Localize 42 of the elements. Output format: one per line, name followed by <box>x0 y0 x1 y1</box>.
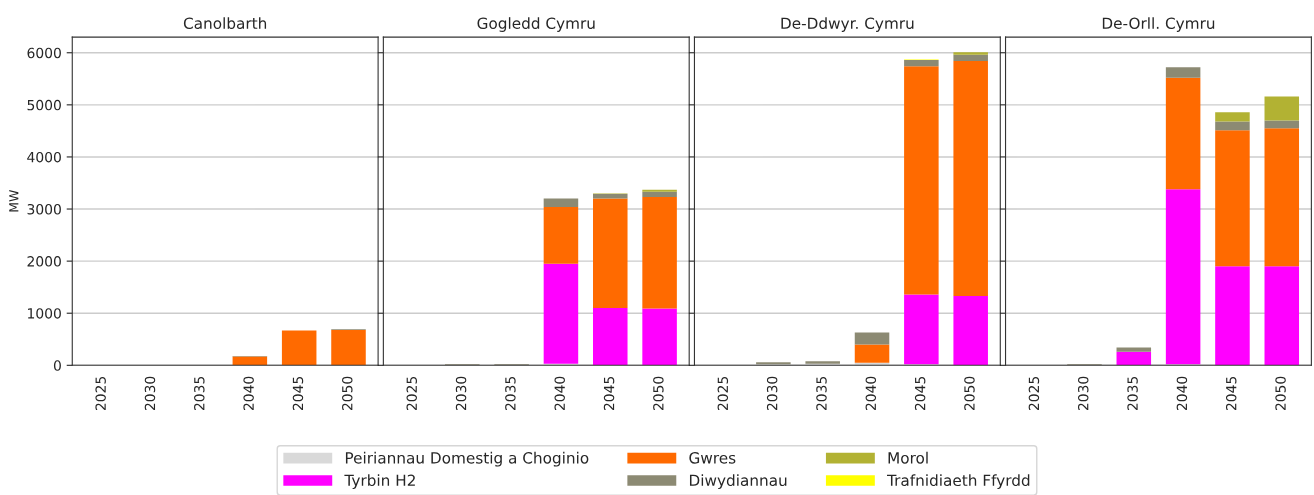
y-tick-label: 4000 <box>27 151 61 163</box>
legend-label: Peiriannau Domestig a Choginio <box>345 451 589 467</box>
legend-label: Gwres <box>689 452 736 464</box>
x-tick-label: 2025 <box>406 376 417 411</box>
chart-title: De-Orll. Cymru <box>1102 17 1215 32</box>
legend-label: Trafnidiaeth Ffyrdd <box>887 474 1030 490</box>
chart-title: Canolbarth <box>183 17 267 30</box>
x-tick-label: 2045 <box>914 376 926 411</box>
x-tick-label: 2050 <box>1275 376 1286 411</box>
legend-label: Morol <box>888 451 928 464</box>
x-tick-label: 2035 <box>816 376 827 411</box>
y-tick-label: 2000 <box>27 256 61 267</box>
x-tick-label: 2040 <box>1176 376 1188 411</box>
y-tick-label: 6000 <box>27 47 61 59</box>
legend-label: Tyrbin H2 <box>344 474 415 490</box>
legend-label: Diwydiannau <box>689 474 787 490</box>
x-tick-label: 2030 <box>455 376 467 411</box>
x-tick-label: 2025 <box>717 376 729 411</box>
x-tick-label: 2045 <box>1225 376 1237 411</box>
x-tick-label: 2030 <box>1077 376 1089 411</box>
chart-title: De-Ddwyr. Cymru <box>781 17 914 32</box>
y-tick-label: 0 <box>53 360 61 371</box>
y-tick-label: 3000 <box>27 204 61 215</box>
y-tick-label: 5000 <box>27 99 61 111</box>
x-tick-label: 2050 <box>342 376 353 411</box>
x-tick-label: 2045 <box>292 376 304 411</box>
x-tick-label: 2035 <box>194 376 205 411</box>
x-tick-label: 2040 <box>865 376 877 411</box>
x-tick-label: 2050 <box>964 376 975 411</box>
x-tick-label: 2030 <box>144 376 156 411</box>
x-tick-label: 2025 <box>1028 376 1040 411</box>
chart-title: Gogledd Cymru <box>477 17 595 32</box>
x-tick-label: 2030 <box>766 376 778 411</box>
y-tick-label: 1000 <box>28 308 61 319</box>
x-tick-label: 2035 <box>1127 376 1138 411</box>
x-tick-label: 2025 <box>95 376 106 411</box>
x-tick-label: 2035 <box>505 376 516 411</box>
x-tick-label: 2050 <box>653 376 664 411</box>
x-tick-label: 2040 <box>554 376 565 411</box>
x-tick-label: 2045 <box>603 376 615 411</box>
y-axis-title: MW <box>9 190 19 212</box>
x-tick-label: 2040 <box>243 376 254 411</box>
